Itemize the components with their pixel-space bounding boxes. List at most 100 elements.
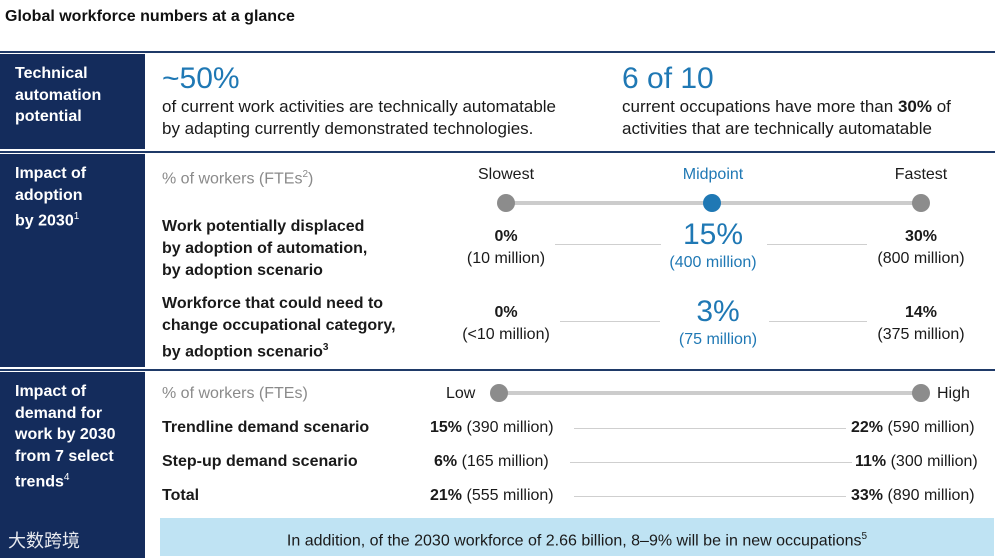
scale-dot-midpoint xyxy=(703,194,721,212)
stat2-line1-post: of xyxy=(931,97,951,116)
section-divider-mid xyxy=(0,151,995,153)
stat2-line1-pre: current occupations have more than xyxy=(622,97,898,116)
demand-side-label: Impact of demand for work by 2030 from 7… xyxy=(0,372,145,558)
demand-row3-high-abs: (890 million) xyxy=(887,487,975,504)
row1-midpoint-value: 15% (400 million) xyxy=(643,218,783,274)
stat2-line1: current occupations have more than 30% o… xyxy=(622,96,951,118)
demand-label-line5: trends4 xyxy=(15,467,145,493)
demand-high-label: High xyxy=(937,385,970,402)
row2-mid-pct: 3% xyxy=(696,295,740,328)
row2-fastest-value: 14% (375 million) xyxy=(861,302,981,346)
demand-header: % of workers (FTEs) xyxy=(162,385,308,402)
row1-connector-left xyxy=(555,244,661,245)
demand-label-line3: work by 2030 xyxy=(15,426,116,443)
scenario-midpoint-label: Midpoint xyxy=(682,166,744,183)
row2-fastest-abs: (375 million) xyxy=(877,326,965,343)
demand-row2-high: 11% (300 million) xyxy=(855,451,978,473)
row1-label-line2: by adoption of automation, xyxy=(162,240,368,257)
adoption-label-line3-text: by 2030 xyxy=(15,212,74,230)
demand-row2-low: 6% (165 million) xyxy=(434,451,549,473)
demand-scale-track xyxy=(499,391,921,395)
demand-row2-high-pct: 11% xyxy=(855,453,887,470)
demand-dot-low xyxy=(490,384,508,402)
scenario-slowest-label: Slowest xyxy=(477,166,535,183)
automation-stat1-value: ~50% xyxy=(162,62,240,95)
adoption-header-post: ) xyxy=(308,170,314,188)
demand-row3-high-pct: 33% xyxy=(851,487,884,504)
row2-connector-right xyxy=(769,321,867,322)
demand-row3-low-abs: (555 million) xyxy=(466,487,554,504)
demand-row2-low-abs: (165 million) xyxy=(461,453,549,470)
scenario-fastest-label: Fastest xyxy=(894,166,948,183)
row2-midpoint-value: 3% (75 million) xyxy=(648,295,788,351)
adoption-header: % of workers (FTEs2) xyxy=(162,164,313,190)
row2-label-footnote: 3 xyxy=(322,342,329,353)
demand-row1-label: Trendline demand scenario xyxy=(162,419,370,436)
row2-mid-abs: (75 million) xyxy=(678,331,758,348)
automation-stat2-desc: current occupations have more than 30% o… xyxy=(622,96,951,140)
demand-row1-low-abs: (390 million) xyxy=(466,419,554,436)
row1-slowest-value: 0% (10 million) xyxy=(446,226,566,270)
demand-low-label: Low xyxy=(446,385,476,402)
row1-fastest-value: 30% (800 million) xyxy=(861,226,981,270)
demand-row1-low-pct: 15% xyxy=(430,419,463,436)
automation-label-text: Technical automation potential xyxy=(15,65,102,125)
demand-label-footnote: 4 xyxy=(63,472,70,483)
row1-fastest-abs: (800 million) xyxy=(877,250,965,267)
demand-row3-label: Total xyxy=(162,487,200,504)
row2-label-line2: change occupational category, xyxy=(162,317,396,334)
demand-row3-high: 33% (890 million) xyxy=(851,485,975,507)
row1-mid-pct: 15% xyxy=(682,218,744,251)
demand-row2-high-abs: (300 million) xyxy=(890,453,978,470)
demand-row3-low-pct: 21% xyxy=(430,487,463,504)
demand-label-line2: demand for xyxy=(15,404,103,422)
adoption-row2-label: Workforce that could need to change occu… xyxy=(162,293,396,363)
demand-row1-high: 22% (590 million) xyxy=(851,417,975,439)
row2-label-line3-text: by adoption scenario xyxy=(162,343,323,361)
row1-slowest-pct: 0% xyxy=(494,228,518,245)
automation-side-label: Technical automation potential xyxy=(0,54,145,149)
note-footnote: 5 xyxy=(861,531,868,542)
demand-row1-connector xyxy=(574,428,846,429)
stat1-line2: by adapting currently demonstrated techn… xyxy=(162,119,534,138)
section-divider-bottom xyxy=(0,369,995,371)
row2-label-line1: Workforce that could need to xyxy=(162,295,384,312)
page-title: Global workforce numbers at a glance xyxy=(5,8,295,25)
stat1-line1: of current work activities are technical… xyxy=(162,97,557,116)
adoption-row1-label: Work potentially displaced by adoption o… xyxy=(162,216,367,282)
demand-dot-high xyxy=(912,384,930,402)
row2-slowest-pct: 0% xyxy=(494,304,518,321)
note-text: In addition, of the 2030 workforce of 2.… xyxy=(286,532,862,550)
automation-stat2-value: 6 of 10 xyxy=(622,62,714,95)
automation-stat1-desc: of current work activities are technical… xyxy=(162,96,556,140)
row1-mid-abs: (400 million) xyxy=(669,254,757,271)
demand-row2-label: Step-up demand scenario xyxy=(162,453,358,470)
row2-connector-left xyxy=(560,321,660,322)
scale-dot-fastest xyxy=(912,194,930,212)
row1-label-line1: Work potentially displaced xyxy=(162,218,365,235)
adoption-side-label: Impact of adoption by 20301 xyxy=(0,154,145,367)
adoption-header-pre: % of workers (FTEs xyxy=(162,170,303,188)
stat2-line1-bold: 30% xyxy=(897,97,932,116)
adoption-header-footnote: 2 xyxy=(302,169,309,180)
adoption-label-line1: Impact of xyxy=(15,165,87,182)
row1-connector-right xyxy=(767,244,867,245)
demand-row3-connector xyxy=(574,496,846,497)
demand-row1-high-pct: 22% xyxy=(851,419,884,436)
demand-label-line5-text: trends xyxy=(15,473,64,491)
adoption-label-line2: adoption xyxy=(15,186,83,204)
new-occupations-note: In addition, of the 2030 workforce of 2.… xyxy=(160,518,994,556)
adoption-label-line3: by 20301 xyxy=(15,206,145,232)
row2-fastest-pct: 14% xyxy=(904,304,938,321)
demand-label-line1: Impact of xyxy=(15,383,87,400)
demand-label-line4: from 7 select xyxy=(15,447,114,465)
demand-row2-low-pct: 6% xyxy=(434,453,458,470)
demand-row3-low: 21% (555 million) xyxy=(430,485,554,507)
row2-slowest-abs: (<10 million) xyxy=(462,326,550,343)
stat2-line2: activities that are technically automata… xyxy=(622,119,932,138)
adoption-label-footnote: 1 xyxy=(73,211,80,222)
demand-row1-high-abs: (590 million) xyxy=(887,419,975,436)
row2-slowest-value: 0% (<10 million) xyxy=(446,302,566,346)
watermark-logo: 大数跨境 xyxy=(8,531,80,551)
row1-fastest-pct: 30% xyxy=(904,228,938,245)
